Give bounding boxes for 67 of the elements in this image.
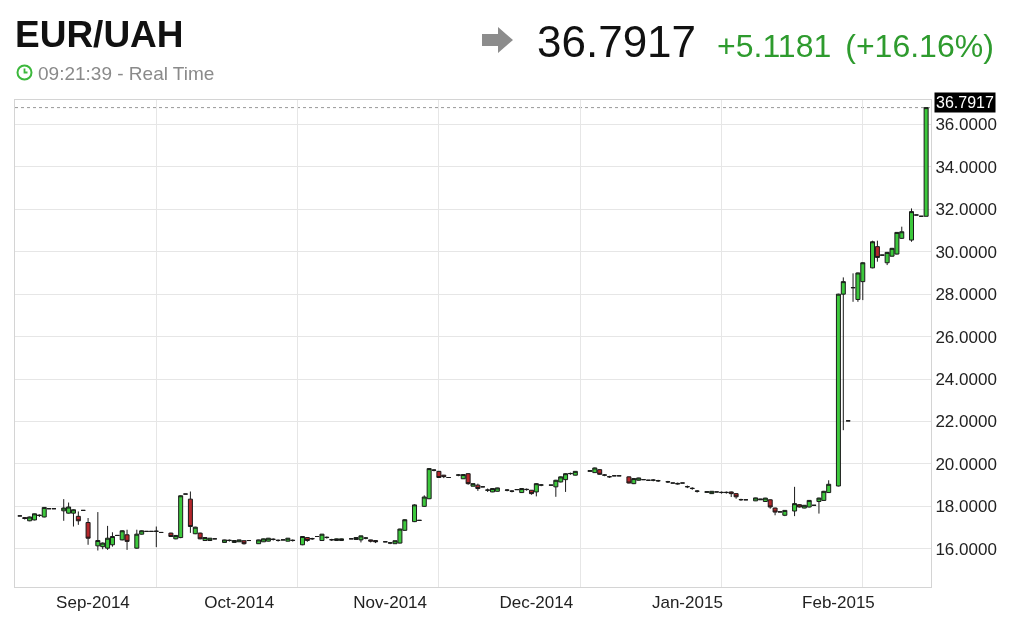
candlestick — [923, 107, 929, 217]
candlestick — [870, 240, 876, 269]
y-tick-label: 28.0000 — [935, 285, 997, 305]
candlestick — [455, 473, 461, 477]
x-tick-label: Feb-2015 — [802, 593, 875, 613]
candlestick — [222, 539, 228, 544]
candlestick — [61, 498, 67, 522]
candlestick — [553, 479, 559, 498]
candlestick — [168, 532, 174, 538]
candlestick — [655, 479, 661, 483]
candlestick — [85, 517, 91, 546]
candlestick — [256, 539, 262, 545]
chart-title: EUR/UAH — [15, 14, 184, 55]
candlestick — [124, 529, 130, 551]
y-tick-label: 16.0000 — [935, 539, 997, 559]
candlestick — [285, 537, 291, 542]
y-tick-label: 32.0000 — [935, 200, 997, 220]
candlestick — [329, 538, 335, 542]
candlestick — [806, 499, 812, 508]
x-tick-label: Oct-2014 — [204, 593, 275, 613]
candlestick — [694, 489, 700, 494]
candlestick — [572, 470, 578, 476]
y-tick-label: 34.0000 — [935, 157, 997, 177]
candlestick — [675, 482, 681, 486]
candlestick — [782, 509, 788, 517]
candlestick — [338, 538, 344, 542]
candlestick — [412, 503, 418, 523]
candlestick — [387, 541, 393, 545]
y-tick-label: 20.0000 — [935, 454, 997, 474]
candlestick — [704, 491, 710, 494]
candlestick — [75, 510, 81, 526]
candlestick — [733, 492, 739, 500]
candlestick — [22, 516, 28, 521]
candlestick — [41, 506, 47, 518]
y-tick-label: 22.0000 — [935, 412, 997, 432]
candlestick — [626, 475, 632, 484]
candlestick — [368, 539, 374, 543]
text: 36.7917 — [537, 17, 697, 66]
x-tick-label: Jan-2015 — [651, 593, 723, 613]
candlestick — [319, 533, 325, 542]
candlestick — [485, 488, 491, 493]
candlestick — [753, 497, 759, 502]
x-tick-label: Dec-2014 — [499, 593, 574, 613]
y-tick-label: 18.0000 — [935, 497, 997, 517]
ref-line-label: 36.7917 — [936, 94, 994, 111]
candlestick — [494, 487, 500, 493]
y-tick-label: 24.0000 — [935, 369, 997, 389]
text: +5.1181 — [717, 28, 832, 64]
candlestick — [95, 511, 101, 551]
y-tick-label: 30.0000 — [935, 242, 997, 262]
candlestick — [134, 529, 140, 550]
candlestick — [275, 538, 281, 543]
candlestick — [519, 487, 525, 494]
x-tick-label: Nov-2014 — [353, 593, 428, 613]
candlestick — [587, 470, 593, 473]
candlestick — [606, 475, 612, 479]
y-tick-label: 26.0000 — [935, 327, 997, 347]
candlestick — [909, 207, 915, 243]
chart-subtitle: 09:21:39 - Real Time — [38, 63, 215, 84]
x-tick-label: Sep-2014 — [56, 593, 130, 613]
candlestick — [187, 491, 193, 534]
text: (+16.16%) — [845, 28, 994, 64]
candlestick — [665, 480, 671, 484]
candlestick — [792, 486, 798, 517]
candlestick — [153, 526, 159, 548]
candlestick — [738, 498, 744, 502]
y-tick-label: 36.0000 — [935, 115, 997, 135]
